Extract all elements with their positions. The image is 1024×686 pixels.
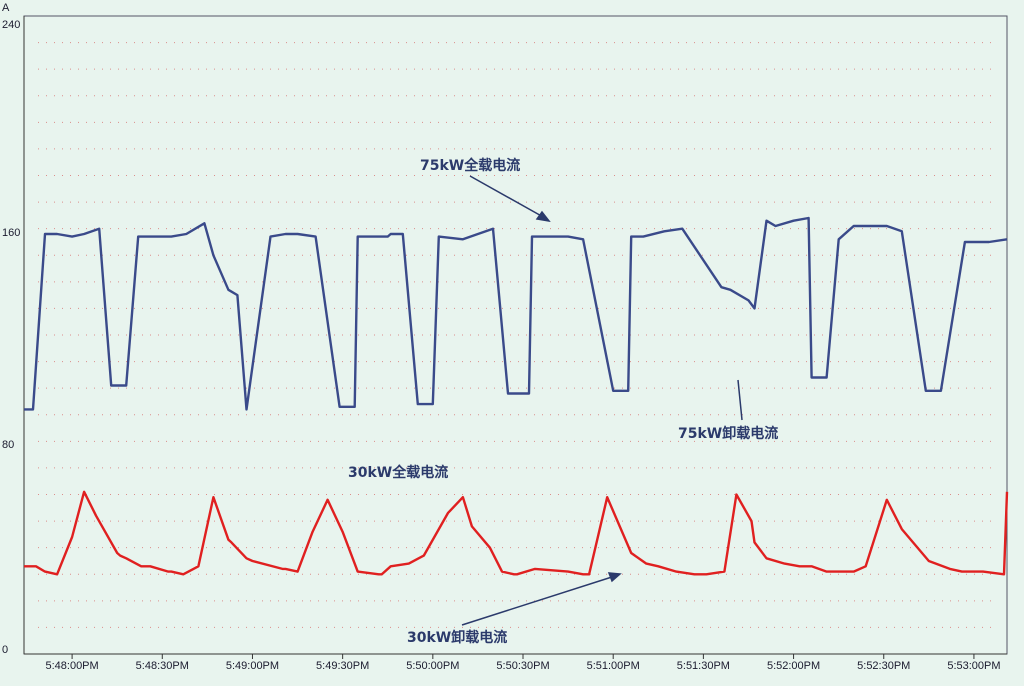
x-tick-label: 5:48:00PM xyxy=(45,660,98,672)
series-line-75kw xyxy=(24,216,1008,411)
series-line-30kw xyxy=(24,490,1009,576)
x-tick-label: 5:50:00PM xyxy=(406,660,459,672)
arrowhead-30kw-unload xyxy=(607,572,622,583)
annotation-75kw-unload: 75kW卸载电流 xyxy=(678,425,778,442)
arrow-75kw-full xyxy=(469,175,546,219)
y-tick-label-80: 80 xyxy=(2,439,14,451)
x-tick-label: 5:52:30PM xyxy=(857,660,910,672)
x-axis-ticks: 5:48:00PM 5:48:30PM 5:49:00PM 5:49:30PM 5:50… xyxy=(45,654,1001,672)
y-tick-label-240: 240 xyxy=(2,19,20,31)
y-tick-label-0: 0 xyxy=(2,644,8,656)
x-tick-label: 5:51:30PM xyxy=(677,660,730,672)
x-tick-label: 5:49:30PM xyxy=(316,660,369,672)
x-tick-label: 5:51:00PM xyxy=(587,660,640,672)
arrow-30kw-unload xyxy=(461,575,616,626)
y-tick-label-160: 160 xyxy=(2,227,20,239)
annotation-30kw-full-load: 30kW全载电流 xyxy=(348,464,448,481)
annotation-75kw-full-load: 75kW全载电流 xyxy=(420,157,520,174)
x-tick-label: 5:53:00PM xyxy=(947,660,1000,672)
arrowhead-75kw-full xyxy=(535,210,551,223)
annotation-arrows xyxy=(461,175,743,626)
x-tick-label: 5:52:00PM xyxy=(767,660,820,672)
x-tick-label: 5:49:00PM xyxy=(226,660,279,672)
x-tick-label: 5:50:30PM xyxy=(496,660,549,672)
plot-frame xyxy=(23,15,1008,655)
arrow-75kw-unload xyxy=(737,379,743,421)
series-layer xyxy=(24,216,1009,576)
annotation-30kw-unload: 30kW卸载电流 xyxy=(407,629,507,646)
y-axis-unit-label: A xyxy=(2,2,10,14)
x-tick-label: 5:48:30PM xyxy=(136,660,189,672)
grid-dots xyxy=(38,42,997,628)
